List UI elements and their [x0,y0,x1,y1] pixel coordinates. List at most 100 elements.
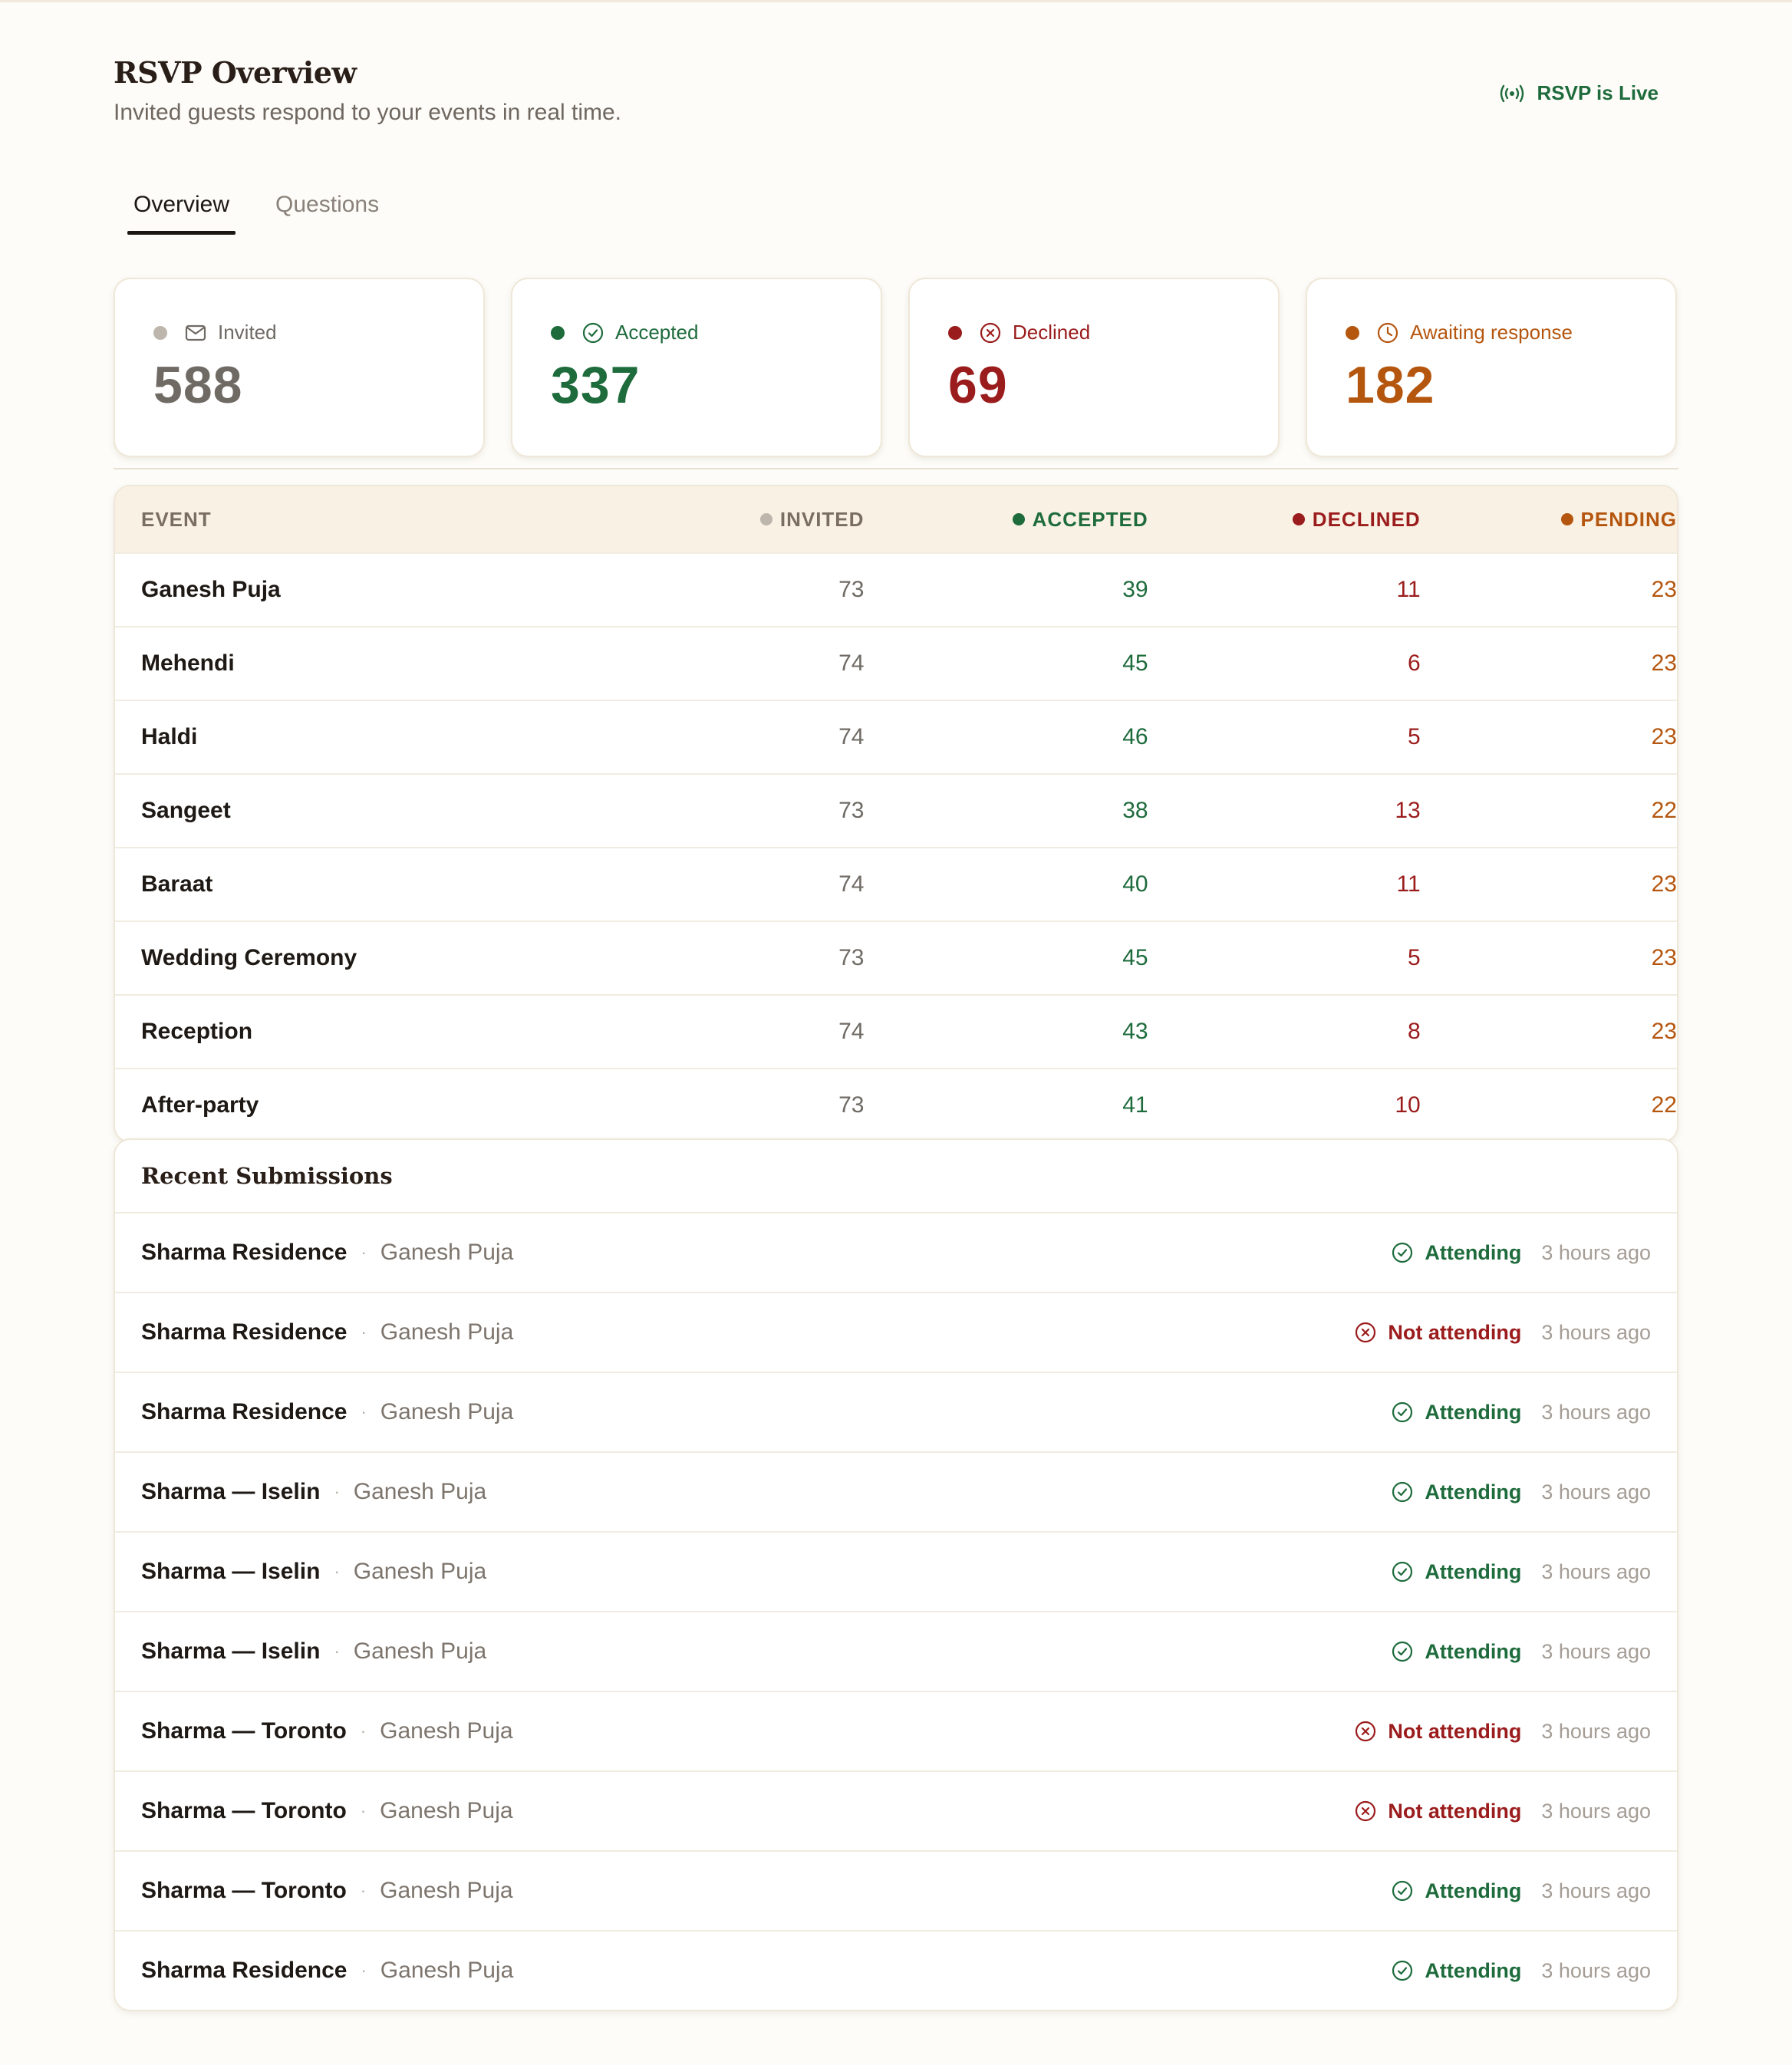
status-badge: Attending [1391,1480,1521,1504]
status-label: Attending [1425,1480,1522,1503]
status-dot [1346,325,1359,340]
tab-bar: Overview Questions [127,189,385,235]
recent-submissions: Recent Submissions Sharma Residence · Gane… [114,1138,1678,2011]
header-accepted: ACCEPTED [1032,507,1148,531]
header-event: EVENT [141,507,212,531]
list-item[interactable]: Sharma — Toronto · Ganesh Puja Not attendin… [115,1691,1677,1770]
page-header: RSVP Overview Invited guests respond to … [114,0,1678,176]
event-name: Mehendi [141,650,235,676]
timestamp: 3 hours ago [1541,1320,1651,1344]
status-dot [1292,513,1305,525]
table-row[interactable]: Reception 74 43 8 23 [115,994,1677,1068]
event-name: Haldi [141,724,198,749]
accepted-count: 43 [1122,1019,1148,1044]
list-item[interactable]: Sharma Residence · Ganesh Puja Attending 3 h… [115,1212,1677,1292]
header-invited: INVITED [779,507,865,531]
table-header: EVENT INVITED ACCEPTED DECLINED PENDING [115,486,1677,552]
events-table: EVENT INVITED ACCEPTED DECLINED PENDING … [114,485,1678,1143]
table-row[interactable]: Haldi 74 46 5 23 [115,700,1677,773]
list-item[interactable]: Sharma — Iselin · Ganesh Puja Attending 3 ho… [115,1611,1677,1691]
table-row[interactable]: Baraat 74 40 11 23 [115,847,1677,921]
status-badge: Not attending [1354,1800,1521,1823]
submission-event: Ganesh Puja [380,1958,514,1983]
separator-dot: · [361,1322,367,1342]
declined-count: 11 [1396,871,1421,897]
stat-value: 337 [551,356,641,414]
pending-count: 23 [1651,1019,1677,1044]
table-row[interactable]: Sangeet 73 38 13 22 [115,773,1677,847]
table-row[interactable]: Ganesh Puja 73 39 11 23 [115,552,1677,626]
page-title: RSVP Overview [114,55,357,90]
status-badge: Not attending [1354,1321,1521,1345]
status-dot [759,513,772,525]
section-divider [114,468,1678,469]
household-name: Sharma — Toronto [141,1798,347,1823]
stat-label: Awaiting response [1410,321,1573,344]
list-item[interactable]: Sharma Residence · Ganesh Puja Attending 3 h… [115,1372,1677,1451]
rsvp-live-indicator[interactable]: RSVP is Live [1499,81,1659,105]
status-dot [948,325,962,340]
status-label: Not attending [1388,1719,1522,1743]
status-label: Attending [1425,1879,1522,1902]
accepted-count: 41 [1122,1092,1148,1118]
list-item[interactable]: Sharma — Toronto · Ganesh Puja Attending 3 h… [115,1850,1677,1930]
x-circle-icon [1356,1322,1376,1343]
invited-count: 74 [838,1019,865,1044]
invited-count: 73 [838,945,865,970]
invited-count: 73 [838,577,865,602]
event-name: Sangeet [141,798,231,823]
x-circle-icon [980,322,1001,343]
submission-event: Ganesh Puja [380,1878,513,1903]
event-name: Baraat [141,871,213,897]
declined-count: 6 [1408,650,1421,676]
household-name: Sharma Residence [141,1319,348,1345]
stat-label: Invited [218,321,277,344]
separator-dot: · [361,1961,367,1980]
pending-count: 23 [1651,577,1677,602]
accepted-count: 46 [1122,724,1148,749]
household-name: Sharma Residence [141,1240,348,1265]
accepted-count: 38 [1122,798,1148,823]
separator-dot: · [360,1721,367,1741]
status-badge: Attending [1391,1640,1521,1664]
timestamp: 3 hours ago [1541,1639,1651,1663]
event-name: Ganesh Puja [141,577,281,602]
status-badge: Attending [1391,1560,1521,1584]
list-item[interactable]: Sharma — Iselin · Ganesh Puja Attending 3 ho… [115,1531,1677,1611]
check-circle-icon [1392,1960,1413,1981]
submission-event: Ganesh Puja [380,1240,514,1265]
check-circle-icon [1392,1641,1413,1662]
clock-icon [1377,322,1398,343]
tab-overview[interactable]: Overview [127,189,236,235]
tab-questions[interactable]: Questions [275,192,380,217]
pending-count: 22 [1651,798,1677,823]
stat-label: Declined [1013,321,1091,344]
check-circle-icon [1392,1242,1413,1263]
separator-dot: · [360,1881,367,1900]
timestamp: 3 hours ago [1541,1879,1651,1902]
table-row[interactable]: Wedding Ceremony 73 45 5 23 [115,921,1677,994]
recent-submissions-list: Sharma Residence · Ganesh Puja Attending 3 h… [115,1212,1677,2010]
list-item[interactable]: Sharma — Toronto · Ganesh Puja Not attendin… [115,1770,1677,1850]
list-item[interactable]: Sharma Residence · Ganesh Puja Attending 3 h… [115,1930,1677,2010]
submission-event: Ganesh Puja [380,1798,513,1823]
list-item[interactable]: Sharma Residence · Ganesh Puja Not attendin… [115,1292,1677,1372]
household-name: Sharma — Iselin [141,1479,321,1504]
table-row[interactable]: Mehendi 74 45 6 23 [115,626,1677,700]
pending-count: 23 [1651,871,1677,897]
event-name: Reception [141,1019,253,1044]
household-name: Sharma — Iselin [141,1638,321,1664]
timestamp: 3 hours ago [1541,1240,1651,1264]
stat-card-invited: Invited 588 [114,278,485,457]
timestamp: 3 hours ago [1541,1958,1651,1982]
x-circle-icon [1356,1800,1376,1822]
list-item[interactable]: Sharma — Iselin · Ganesh Puja Attending 3 ho… [115,1451,1677,1531]
household-name: Sharma — Toronto [141,1878,347,1903]
stat-card-pending: Awaiting response 182 [1306,278,1677,457]
pending-count: 23 [1651,650,1677,676]
status-dot [1560,513,1573,525]
x-circle-icon [1356,1721,1376,1742]
declined-count: 10 [1395,1092,1421,1118]
table-row[interactable]: After-party 73 41 10 22 [115,1068,1677,1141]
declined-count: 8 [1408,1019,1421,1044]
